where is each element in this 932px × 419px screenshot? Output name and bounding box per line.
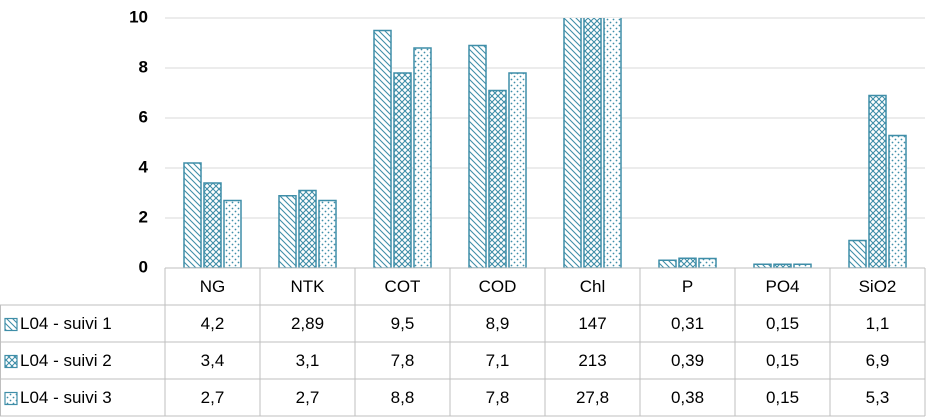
data-table-value: 2,7 bbox=[296, 388, 320, 407]
x-tick-label: COT bbox=[385, 277, 421, 296]
bar bbox=[888, 134, 907, 268]
bar bbox=[488, 89, 507, 268]
legend-label: L04 - suivi 3 bbox=[20, 388, 112, 407]
data-table-value: 213 bbox=[578, 351, 606, 370]
bar bbox=[183, 162, 202, 268]
data-table-value: 0,38 bbox=[671, 388, 704, 407]
data-table-value: 0,15 bbox=[766, 351, 799, 370]
data-table-value: 6,9 bbox=[866, 351, 890, 370]
bar bbox=[698, 257, 717, 268]
bar bbox=[868, 94, 887, 268]
data-table-value: 9,5 bbox=[391, 314, 415, 333]
data-table-value: 0,31 bbox=[671, 314, 704, 333]
data-table-value: 3,1 bbox=[296, 351, 320, 370]
x-tick-label: NTK bbox=[291, 277, 326, 296]
bar bbox=[583, 18, 602, 268]
y-tick-label: 4 bbox=[139, 157, 149, 176]
bar bbox=[603, 18, 622, 268]
x-tick-label: Chl bbox=[580, 277, 606, 296]
y-tick-label: 8 bbox=[139, 57, 148, 76]
data-table-value: 2,89 bbox=[291, 314, 324, 333]
x-tick-label: PO4 bbox=[765, 277, 799, 296]
bar bbox=[793, 263, 812, 268]
bar bbox=[508, 72, 527, 268]
bar bbox=[753, 263, 772, 268]
bar bbox=[203, 182, 222, 268]
legend-label: L04 - suivi 1 bbox=[20, 314, 112, 333]
bars bbox=[183, 18, 907, 268]
bar bbox=[848, 239, 867, 268]
data-table-value: 7,8 bbox=[391, 351, 415, 370]
bar bbox=[658, 259, 677, 268]
bar bbox=[278, 195, 297, 268]
legend-key bbox=[4, 391, 18, 406]
data-table-value: 147 bbox=[578, 314, 606, 333]
legend-key bbox=[4, 354, 18, 369]
data-table-value: 2,7 bbox=[201, 388, 225, 407]
data-table-value: 27,8 bbox=[576, 388, 609, 407]
data-table-value: 5,3 bbox=[866, 388, 890, 407]
x-tick-label: SiO2 bbox=[859, 277, 897, 296]
data-table-value: 4,2 bbox=[201, 314, 225, 333]
bar bbox=[223, 199, 242, 268]
data-table-value: 1,1 bbox=[866, 314, 890, 333]
bar bbox=[373, 29, 392, 268]
data-table-value: 0,15 bbox=[766, 314, 799, 333]
y-tick-label: 0 bbox=[139, 257, 148, 276]
legend-label: L04 - suivi 2 bbox=[20, 351, 112, 370]
bar bbox=[413, 47, 432, 268]
data-table-value: 7,8 bbox=[486, 388, 510, 407]
data-table-value: 8,8 bbox=[391, 388, 415, 407]
y-tick-label: 2 bbox=[139, 207, 148, 226]
data-table-value: 3,4 bbox=[201, 351, 225, 370]
bar bbox=[468, 44, 487, 268]
bar bbox=[678, 257, 697, 268]
bar bbox=[773, 263, 792, 268]
x-tick-label: COD bbox=[479, 277, 517, 296]
y-tick-label: 6 bbox=[139, 107, 148, 126]
data-table-value: 7,1 bbox=[486, 351, 510, 370]
x-tick-label: P bbox=[682, 277, 693, 296]
y-tick-label: 10 bbox=[129, 7, 148, 26]
bar bbox=[298, 189, 317, 268]
bar bbox=[393, 72, 412, 268]
data-table-value: 0,15 bbox=[766, 388, 799, 407]
x-tick-label: NG bbox=[200, 277, 226, 296]
bar bbox=[318, 199, 337, 268]
legend-key bbox=[4, 317, 18, 332]
bar bbox=[563, 18, 582, 268]
data-table-value: 8,9 bbox=[486, 314, 510, 333]
data-table-value: 0,39 bbox=[671, 351, 704, 370]
